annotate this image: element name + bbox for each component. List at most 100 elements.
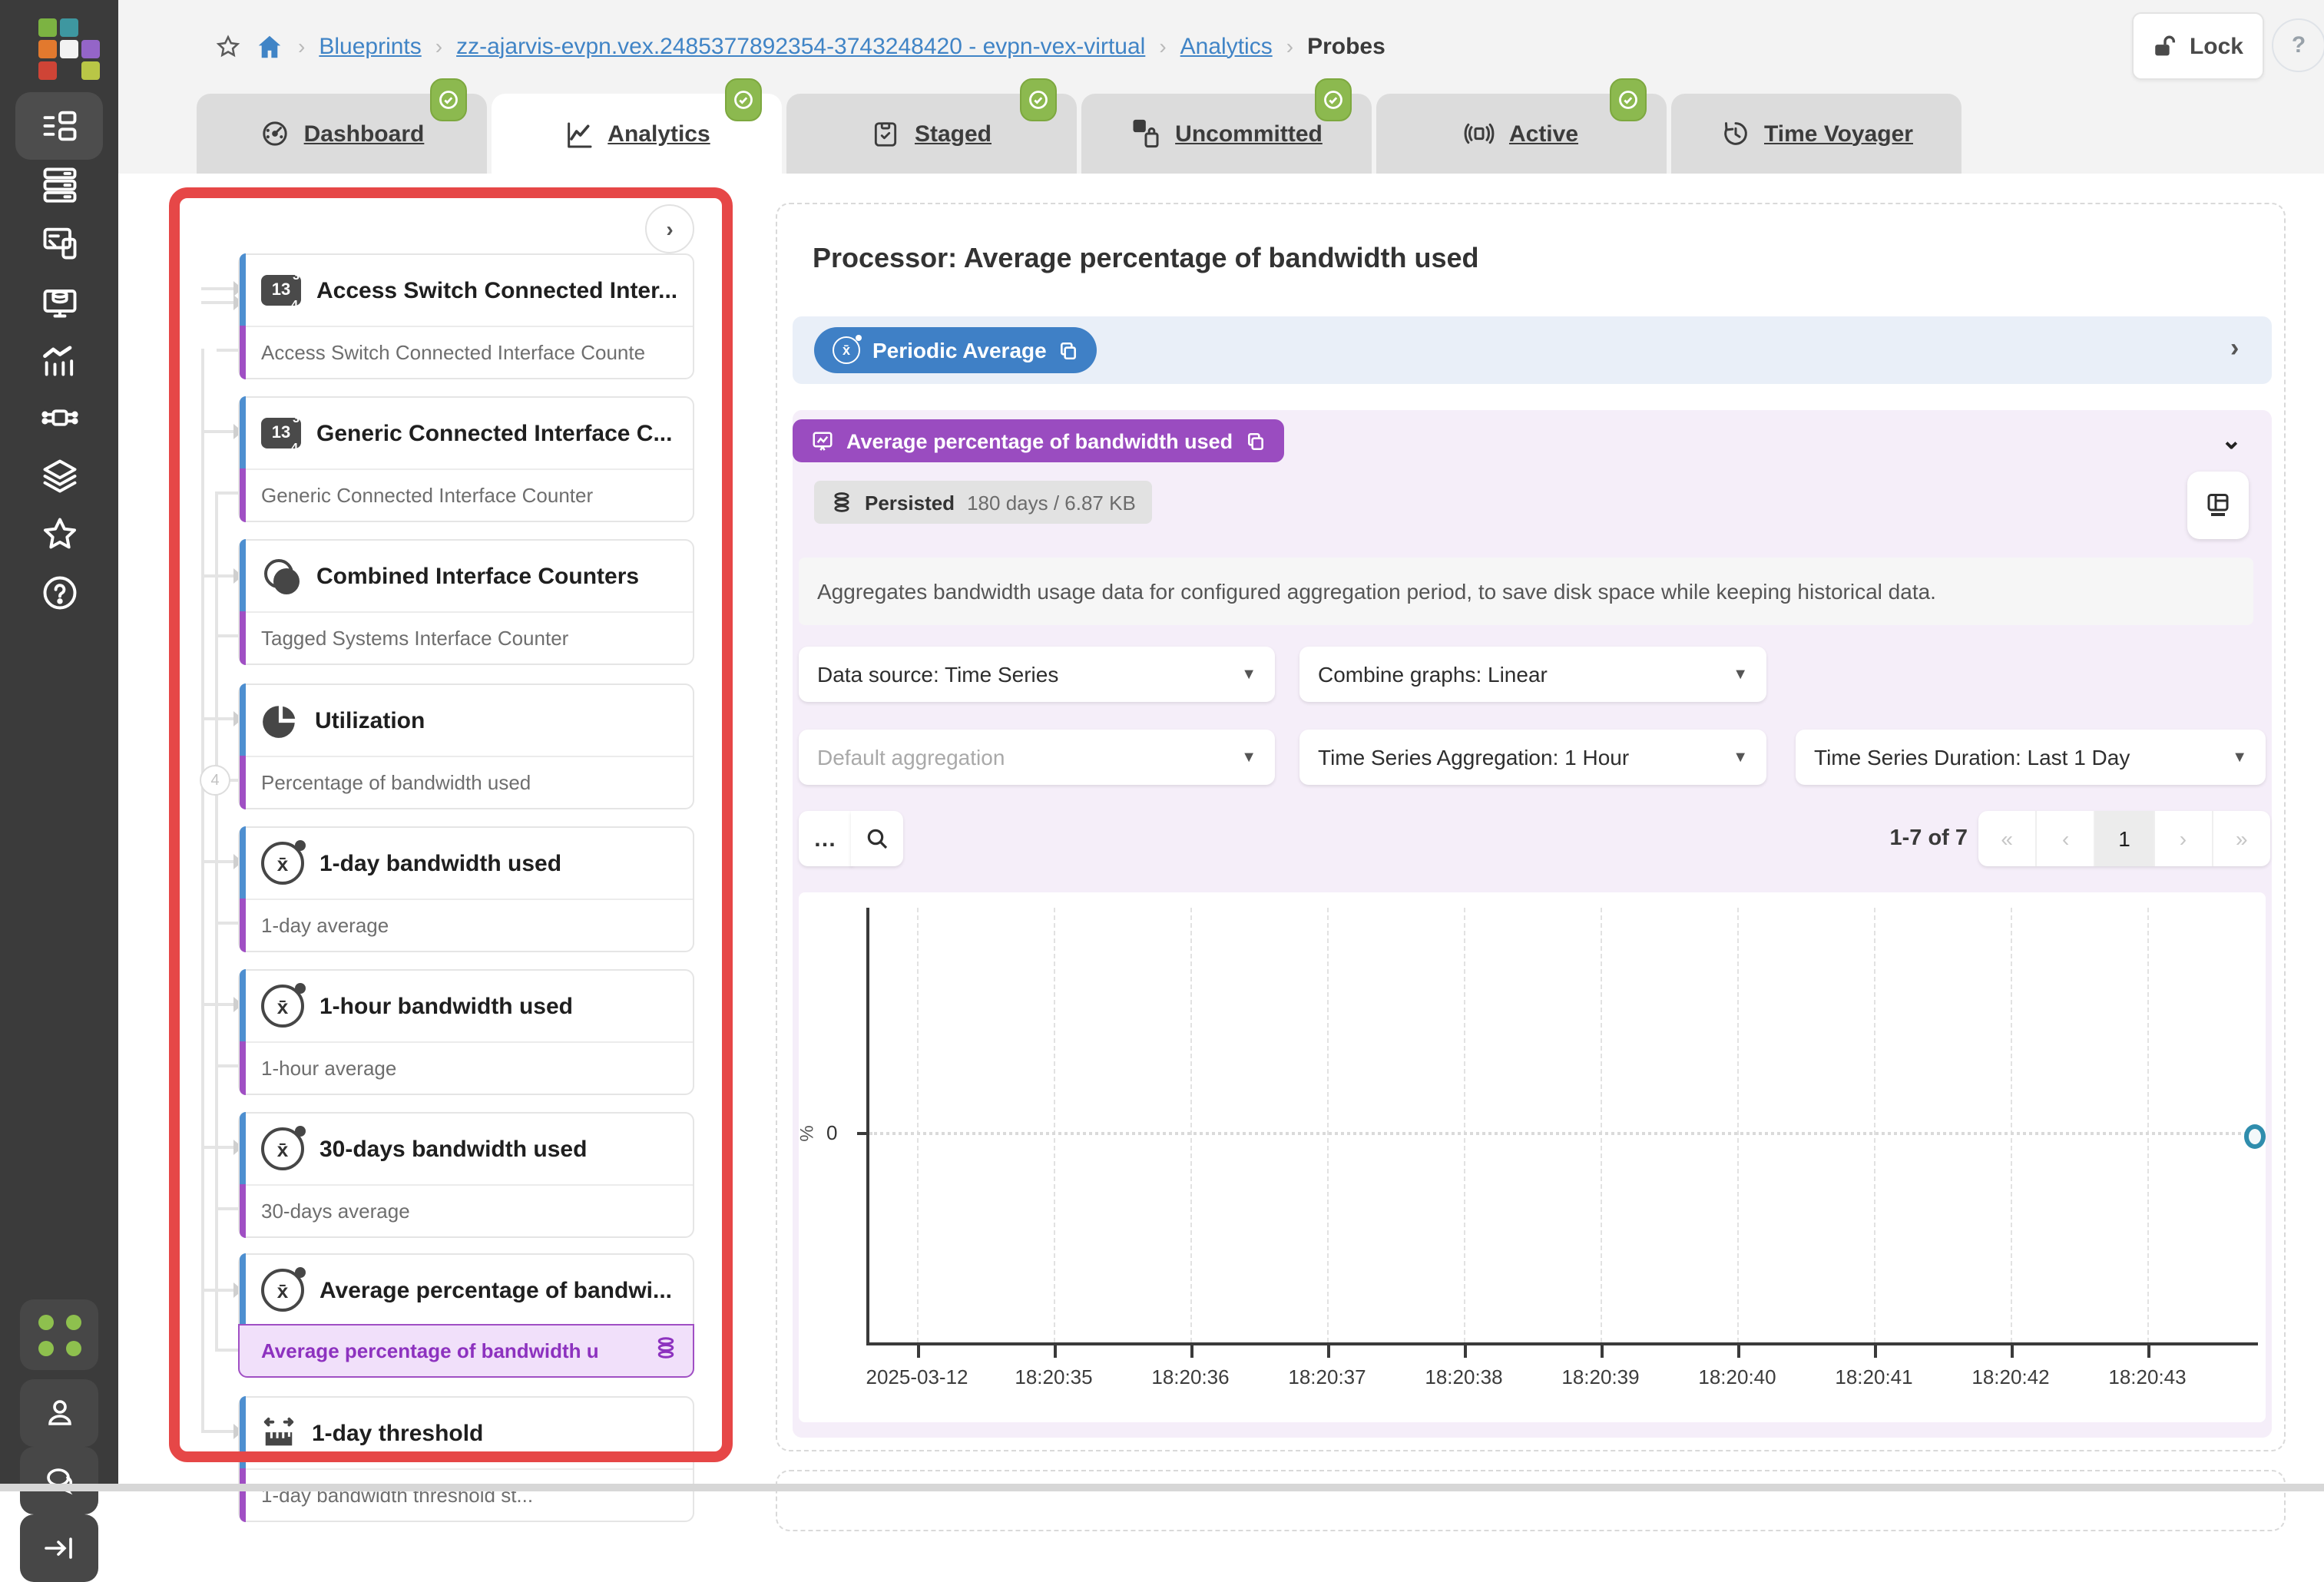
gridline xyxy=(1874,908,1875,1342)
threshold-ruler-icon xyxy=(263,1416,294,1445)
stage-chip[interactable]: Average percentage of bandwidth used xyxy=(793,419,1284,462)
active-icon xyxy=(1465,123,1495,144)
sidebar-apps-menu[interactable] xyxy=(20,1299,98,1370)
pagination-prev-button[interactable]: ‹ xyxy=(2037,811,2096,866)
sidebar-item-analytics[interactable] xyxy=(15,326,103,393)
caret-down-icon: ▼ xyxy=(2232,749,2247,766)
stage-label[interactable]: 1-hour average xyxy=(261,1057,397,1080)
x-tick-mark xyxy=(1601,1345,1604,1358)
combine-graphs-dropdown[interactable]: Combine graphs: Linear ▼ xyxy=(1299,647,1766,702)
breadcrumb-analytics[interactable]: Analytics xyxy=(1180,33,1273,59)
sidebar-item-favorites[interactable] xyxy=(15,501,103,568)
tab-time-voyager[interactable]: Time Voyager xyxy=(1671,94,1961,174)
processor-card-1-day-bandwidth[interactable]: x̄ 1-day bandwidth used 1-day average xyxy=(238,826,694,952)
sidebar-user-button[interactable] xyxy=(20,1379,98,1447)
breadcrumb-blueprint-name[interactable]: zz-ajarvis-evpn.vex.2485377892354-374324… xyxy=(456,33,1146,59)
connector-line xyxy=(201,349,204,1431)
home-icon[interactable] xyxy=(255,31,284,61)
processor-title: 1-hour bandwidth used xyxy=(319,993,573,1019)
arrow-right-bar-icon xyxy=(44,1537,71,1559)
processor-card-30-days-bandwidth[interactable]: x̄ 30-days bandwidth used 30-days averag… xyxy=(238,1112,694,1238)
favorite-star-icon[interactable] xyxy=(215,33,241,59)
pagination-last-button[interactable]: » xyxy=(2236,826,2248,851)
help-button[interactable]: ? xyxy=(2272,18,2324,72)
sidebar-chat-button[interactable] xyxy=(20,1447,98,1514)
processor-card-generic-connected[interactable]: 13 3 4 Generic Connected Interface C... Ge… xyxy=(238,396,694,522)
horizontal-scrollbar[interactable] xyxy=(0,1484,2324,1491)
processor-title: Generic Connected Interface C... xyxy=(316,420,673,446)
stage-label[interactable]: 30-days average xyxy=(261,1200,410,1223)
breadcrumb-separator: › xyxy=(435,34,443,58)
sidebar-item-managed-devices[interactable] xyxy=(15,209,103,276)
gridline xyxy=(917,908,919,1342)
processor-panel-title: Processor: Average percentage of bandwid… xyxy=(813,243,1479,273)
copy-icon[interactable] xyxy=(1245,431,1265,451)
breadcrumb-separator: › xyxy=(298,34,306,58)
processor-card-utilization[interactable]: Utilization Percentage of bandwidth used xyxy=(238,683,694,809)
counter-icon: 13 3 4 xyxy=(261,412,301,455)
stage-graph-icon xyxy=(813,431,833,450)
stage-label: Average percentage of bandwidth used xyxy=(261,1339,599,1362)
staged-icon xyxy=(875,121,898,146)
data-point[interactable] xyxy=(2244,1124,2266,1149)
app-logo[interactable] xyxy=(29,18,100,80)
data-source-value: Data source: Time Series xyxy=(817,662,1059,687)
data-source-dropdown[interactable]: Data source: Time Series ▼ xyxy=(799,647,1275,702)
expand-processor-chevron[interactable]: › xyxy=(2230,333,2240,362)
x-tick-mark xyxy=(1190,1345,1193,1358)
sidebar-collapse-button[interactable] xyxy=(20,1514,98,1582)
x-tick-mark xyxy=(1327,1345,1330,1358)
processor-card-average-percentage[interactable]: x̄ Average percentage of bandwi... Avera… xyxy=(238,1253,694,1378)
connector-arrow xyxy=(201,424,243,439)
processor-card-access-switch[interactable]: 13 3 4 Access Switch Connected Inter... Ac… xyxy=(238,253,694,379)
resources-icon xyxy=(42,290,76,318)
copy-icon[interactable] xyxy=(1059,340,1079,360)
connector-arrow xyxy=(201,568,243,584)
stage-label[interactable]: Tagged Systems Interface Counter xyxy=(261,627,569,650)
stage-label[interactable]: Generic Connected Interface Counter xyxy=(261,484,594,507)
ts-aggregation-dropdown[interactable]: Time Series Aggregation: 1 Hour ▼ xyxy=(1299,730,1766,785)
stage-label[interactable]: Percentage of bandwidth used xyxy=(261,771,531,794)
processor-card-1-day-threshold[interactable]: 1-day threshold 1-day bandwidth threshol… xyxy=(238,1396,694,1522)
sidebar-item-resources[interactable] xyxy=(15,267,103,335)
connector-arrow xyxy=(201,295,243,310)
processor-title: Combined Interface Counters xyxy=(316,563,640,589)
processor-type-chip[interactable]: x̄ Periodic Average xyxy=(814,327,1097,373)
gridline xyxy=(1737,908,1739,1342)
pagination-next-button[interactable]: › xyxy=(2154,811,2213,866)
tab-staged-label: Staged xyxy=(914,121,992,147)
breadcrumb: › Blueprints › zz-ajarvis-evpn.vex.24853… xyxy=(215,0,1385,92)
stage-selected[interactable]: Average percentage of bandwidth used xyxy=(238,1324,694,1378)
sidebar-item-blueprints[interactable] xyxy=(15,92,103,160)
processor-card-combined-counters[interactable]: Combined Interface Counters Tagged Syste… xyxy=(238,539,694,665)
connector-line xyxy=(217,922,238,925)
sidebar-item-devices[interactable] xyxy=(15,151,103,218)
search-button[interactable] xyxy=(851,811,903,866)
processor-type-row[interactable]: x̄ Periodic Average › xyxy=(793,316,2272,384)
sidebar-item-connectivity[interactable] xyxy=(15,384,103,452)
analytics-icon xyxy=(42,346,73,376)
sidebar-item-help[interactable] xyxy=(15,559,103,627)
default-aggregation-dropdown[interactable]: Default aggregation ▼ xyxy=(799,730,1275,785)
ts-duration-dropdown[interactable]: Time Series Duration: Last 1 Day ▼ xyxy=(1796,730,2266,785)
table-view-button[interactable] xyxy=(2187,472,2249,539)
timeseries-chart[interactable]: % 0 xyxy=(799,892,2266,1422)
pagination-first-button[interactable]: « xyxy=(1978,811,2038,866)
stage-label[interactable]: Access Switch Connected Interface Counte… xyxy=(261,341,645,364)
more-options-button[interactable]: … xyxy=(799,811,852,866)
x-tick-label: 18:20:39 xyxy=(1561,1365,1640,1388)
overlapping-circles-icon xyxy=(261,558,301,594)
analytics-tab-icon xyxy=(567,121,591,147)
tab-uncommitted-check-badge xyxy=(1315,78,1352,121)
processor-card-1-hour-bandwidth[interactable]: x̄ 1-hour bandwidth used 1-hour average xyxy=(238,969,694,1095)
sidebar-item-design[interactable] xyxy=(15,442,103,510)
lock-button[interactable]: Lock xyxy=(2132,12,2264,80)
ts-duration-value: Time Series Duration: Last 1 Day xyxy=(1814,745,2130,769)
collapse-stage-chevron[interactable]: ⌄ xyxy=(2221,429,2242,455)
collapse-panel-button[interactable]: › xyxy=(645,204,694,253)
pagination-current-page[interactable]: 1 xyxy=(2095,811,2155,866)
x-tick-mark xyxy=(1054,1345,1057,1358)
stage-label[interactable]: 1-day average xyxy=(261,914,389,937)
breadcrumb-blueprints[interactable]: Blueprints xyxy=(319,33,422,59)
